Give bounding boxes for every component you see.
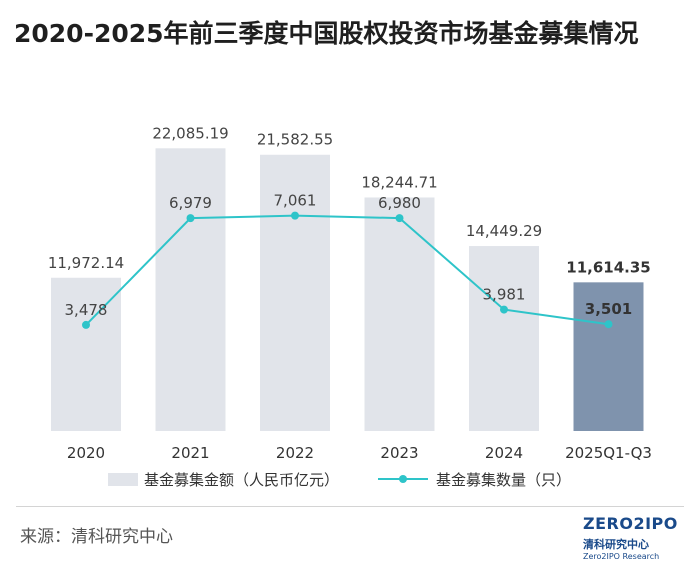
count-line — [85, 214, 609, 326]
bar-value-label: 22,085.19 — [152, 124, 228, 142]
count-point-2021 — [186, 214, 195, 223]
count-value-label: 3,501 — [585, 300, 632, 318]
x-tick-label: 2024 — [485, 444, 523, 462]
count-value-label: 6,979 — [169, 194, 212, 212]
footer-divider — [16, 506, 684, 507]
ticks-layer: 2020 2021 2022 2023 2024 2025Q1-Q3 — [67, 444, 652, 462]
bar-value-label: 14,449.29 — [466, 222, 542, 240]
bar-2020 — [51, 277, 121, 431]
legend-layer: 基金募集金额（人民币亿元） 基金募集数量（只） — [108, 471, 571, 489]
count-point-2020 — [82, 320, 90, 329]
labels-layer: 11,972.14 22,085.19 21,582.55 18,244.71 14,4… — [48, 124, 651, 319]
legend-label-count: 基金募集数量（只） — [436, 471, 571, 489]
count-value-label: 7,061 — [274, 192, 317, 210]
x-tick-label: 2021 — [171, 444, 209, 462]
bar-2025Q1-Q3 — [573, 282, 644, 431]
x-tick-label: 2022 — [276, 444, 314, 462]
count-value-label: 3,981 — [483, 286, 526, 304]
x-tick-label: 2025Q1-Q3 — [565, 444, 652, 462]
x-tick-label: 2020 — [67, 444, 105, 462]
count-point-2025Q1-Q3 — [604, 320, 613, 329]
bar-2021 — [155, 148, 226, 431]
count-point-2024 — [500, 305, 508, 314]
logo-wordmark: ZERO2IPO — [583, 514, 678, 533]
zero2ipo-logo: ZERO2IPO 清科研究中心 Zero2IPO Research — [583, 514, 693, 568]
legend-label-amount: 基金募集金额（人民币亿元） — [144, 471, 339, 489]
line-layer — [82, 211, 613, 329]
bar-value-label: 21,582.55 — [257, 131, 333, 149]
count-point-2022 — [291, 211, 299, 220]
bar-2022 — [260, 154, 330, 432]
bar-value-label: 11,972.14 — [48, 254, 124, 272]
bar-value-label: 18,244.71 — [361, 173, 437, 191]
x-tick-label: 2023 — [380, 444, 418, 462]
bar-2024 — [469, 246, 539, 431]
logo-english-name: Zero2IPO Research — [583, 552, 660, 561]
count-value-label: 3,478 — [65, 301, 108, 319]
chart-title: 2020-2025年前三季度中国股权投资市场基金募集情况 — [14, 19, 639, 48]
legend-swatch-marker — [399, 475, 407, 483]
bar-value-label: 11,614.35 — [566, 258, 650, 276]
source-text: 来源：清科研究中心 — [20, 527, 173, 547]
count-point-2023 — [395, 214, 404, 223]
logo-chinese-name: 清科研究中心 — [583, 538, 649, 551]
bars-layer — [51, 148, 644, 432]
legend-swatch-bar — [108, 473, 138, 486]
bar-2023 — [364, 197, 435, 431]
count-value-label: 6,980 — [378, 194, 421, 212]
